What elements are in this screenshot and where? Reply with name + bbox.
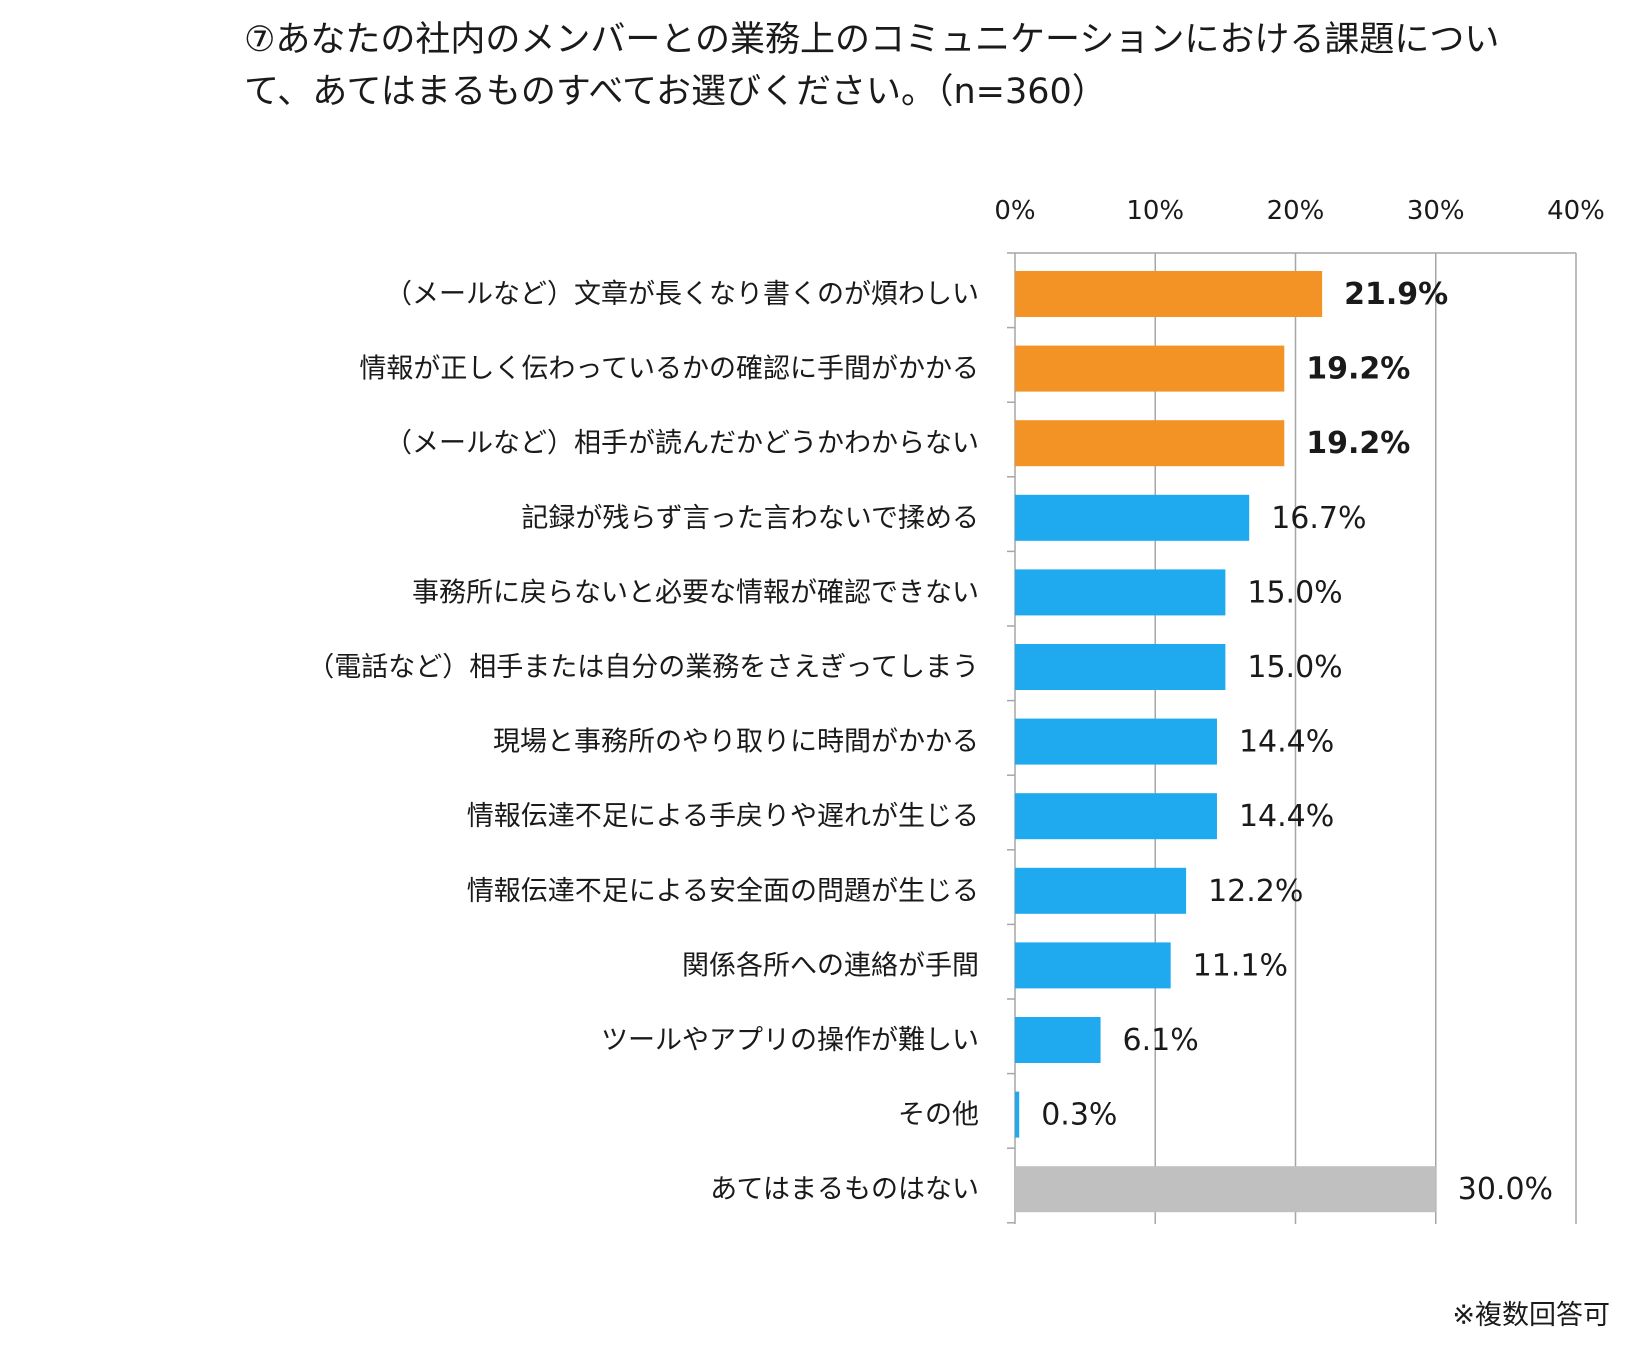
data-label: 19.2% bbox=[1306, 352, 1410, 387]
category-label: 関係各所への連絡が手間 bbox=[682, 950, 979, 981]
chart-title-line-2: て、あてはまるものすべてお選びください。（n=360） bbox=[244, 72, 1107, 112]
data-label: 12.2% bbox=[1208, 874, 1303, 909]
category-label: ツールやアプリの操作が難しい bbox=[601, 1025, 979, 1056]
bar bbox=[1015, 644, 1226, 690]
chart-title-line-1: ⑦あなたの社内のメンバーとの業務上のコミュニケーションにおける課題につい bbox=[244, 20, 1500, 60]
chart-title: ⑦あなたの社内のメンバーとの業務上のコミュニケーションにおける課題につい て、あ… bbox=[244, 14, 1594, 118]
category-label: （メールなど）相手が読んだかどうかわからない bbox=[385, 428, 979, 459]
x-tick-label: 20% bbox=[1267, 196, 1325, 226]
x-tick-label: 40% bbox=[1547, 196, 1605, 226]
bar bbox=[1015, 942, 1171, 989]
category-label: （電話など）相手または自分の業務をさえぎってしまう bbox=[307, 652, 979, 683]
data-label: 19.2% bbox=[1306, 426, 1410, 461]
data-label: 15.0% bbox=[1247, 575, 1342, 610]
data-label: 14.4% bbox=[1239, 799, 1334, 834]
bar bbox=[1015, 793, 1217, 840]
data-label: 0.3% bbox=[1041, 1098, 1117, 1133]
data-label: 16.7% bbox=[1271, 501, 1366, 536]
data-label: 11.1% bbox=[1193, 948, 1288, 983]
footnote: ※複数回答可 bbox=[1452, 1300, 1610, 1331]
x-tick-label: 30% bbox=[1407, 196, 1465, 226]
category-label: 情報伝達不足による手戻りや遅れが生じる bbox=[467, 801, 979, 832]
category-label: あてはまるものはない bbox=[710, 1174, 979, 1205]
bar bbox=[1015, 420, 1285, 467]
bar bbox=[1015, 1017, 1101, 1063]
category-label: 情報伝達不足による安全面の問題が生じる bbox=[467, 876, 979, 907]
bar bbox=[1015, 867, 1187, 914]
category-label: その他 bbox=[898, 1100, 979, 1131]
data-label: 14.4% bbox=[1239, 725, 1334, 760]
bar bbox=[1015, 345, 1285, 392]
data-label: 6.1% bbox=[1123, 1023, 1199, 1058]
bar bbox=[1015, 494, 1250, 541]
x-tick-label: 10% bbox=[1126, 196, 1184, 226]
data-label: 21.9% bbox=[1344, 277, 1448, 312]
data-label: 30.0% bbox=[1458, 1172, 1553, 1207]
x-tick-label: 0% bbox=[994, 196, 1035, 226]
bar bbox=[1015, 569, 1226, 616]
bar bbox=[1015, 271, 1323, 317]
category-label: 事務所に戻らないと必要な情報が確認できない bbox=[412, 577, 979, 608]
category-label: 情報が正しく伝わっているかの確認に手間がかかる bbox=[359, 354, 979, 385]
bar bbox=[1015, 718, 1217, 765]
bar bbox=[1015, 1091, 1020, 1138]
data-label: 15.0% bbox=[1247, 650, 1342, 685]
category-label: （メールなど）文章が長くなり書くのが煩わしい bbox=[385, 279, 979, 310]
category-label: 記録が残らず言った言わないで揉める bbox=[521, 503, 979, 534]
bar bbox=[1015, 1166, 1436, 1213]
category-label: 現場と事務所のやり取りに時間がかかる bbox=[493, 727, 979, 758]
